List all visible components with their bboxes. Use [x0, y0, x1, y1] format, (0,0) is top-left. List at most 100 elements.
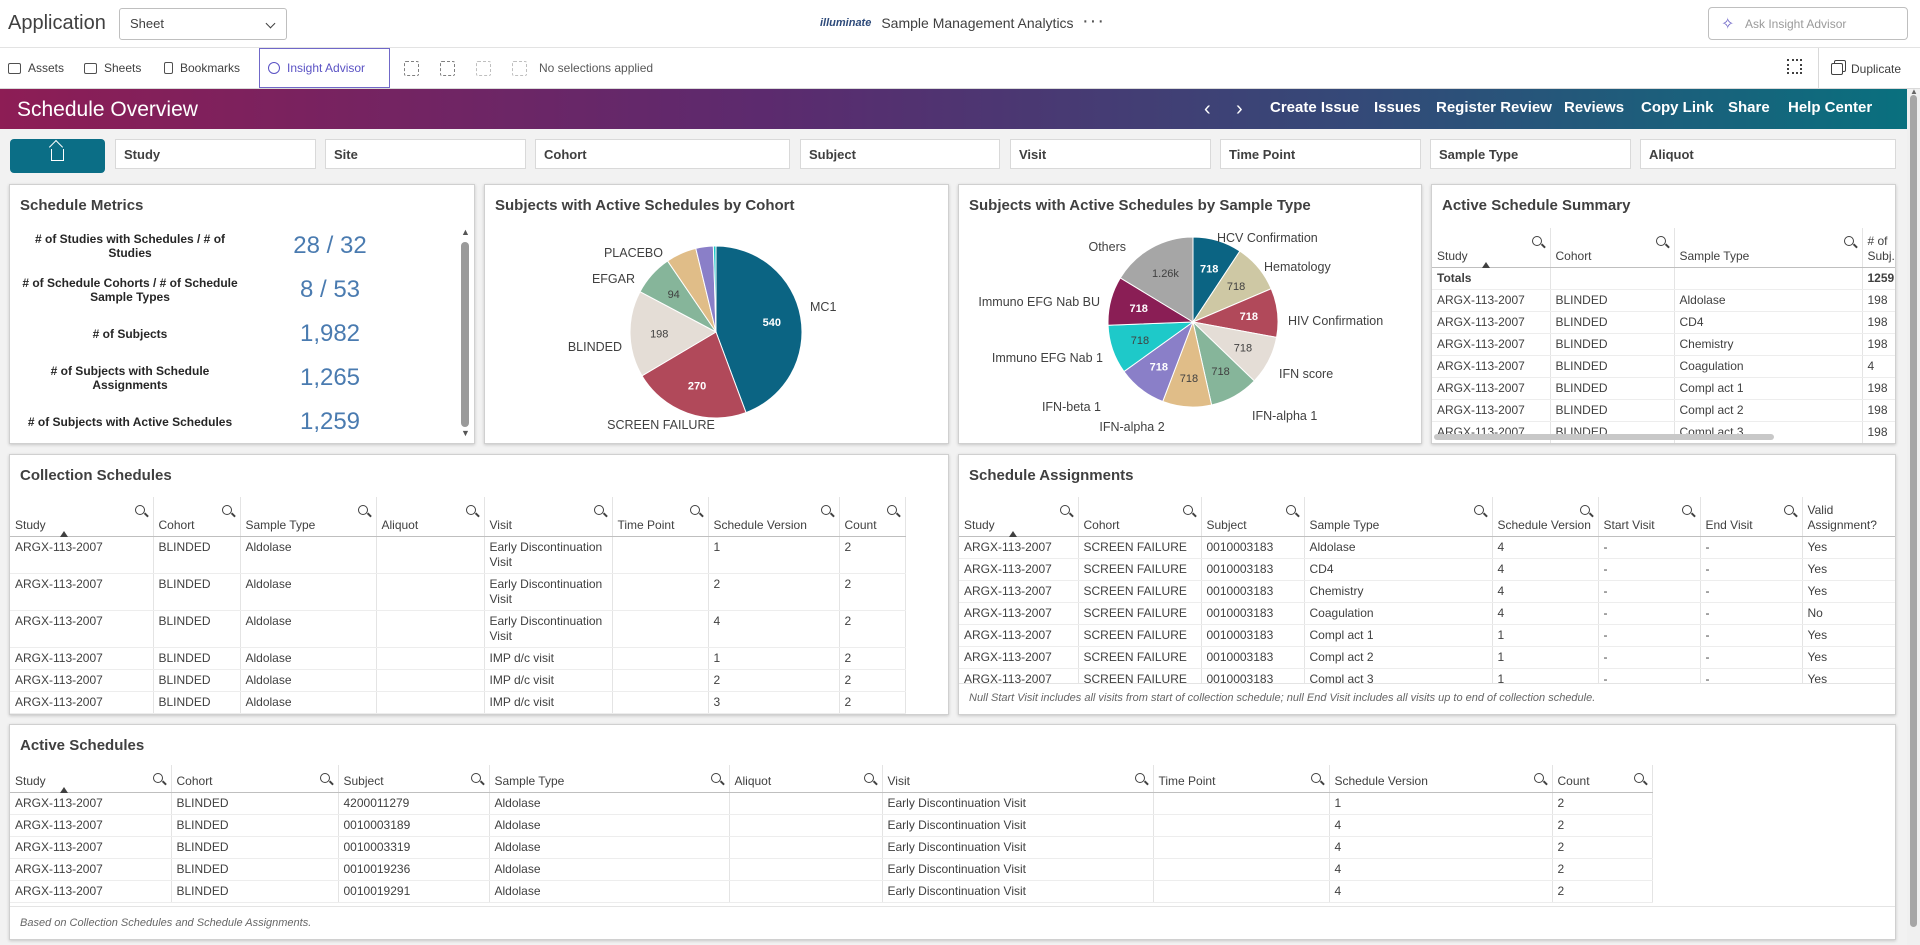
search-icon[interactable]	[820, 505, 831, 515]
column-header-count[interactable]: Count	[1552, 765, 1653, 793]
column-header-sample-type[interactable]: Sample Type	[489, 765, 730, 793]
chevron-right-icon[interactable]: ›	[1236, 98, 1243, 120]
scroll-up-icon[interactable]: ▲	[461, 227, 470, 237]
column-header-visit[interactable]: Visit	[484, 497, 613, 537]
search-icon[interactable]	[1633, 773, 1644, 783]
pie-slice-blinded[interactable]	[629, 291, 718, 377]
search-icon[interactable]	[710, 773, 721, 783]
filter-cohort[interactable]: Cohort	[535, 139, 790, 169]
table-row[interactable]: ARGX-113-2007 BLINDED Coagulation 4	[1432, 355, 1895, 378]
search-icon[interactable]	[357, 505, 368, 515]
search-icon[interactable]	[1285, 505, 1296, 515]
table-row[interactable]: ARGX-113-2007 BLINDED Compl act 2 198	[1432, 399, 1895, 422]
table-row[interactable]: ARGX-113-2007 BLINDED 0010003319 Aldolase Ea…	[10, 836, 1653, 859]
more-options-icon[interactable]: ···	[1082, 10, 1105, 32]
search-icon[interactable]	[1310, 773, 1321, 783]
table-row[interactable]: ARGX-113-2007 BLINDED Compl act 1 198	[1432, 377, 1895, 400]
table-row[interactable]: ARGX-113-2007 BLINDED Aldolase 198	[1432, 289, 1895, 312]
duplicate-button[interactable]: Duplicate	[1818, 48, 1920, 89]
filter-visit[interactable]: Visit	[1010, 139, 1211, 169]
filter-site[interactable]: Site	[325, 139, 526, 169]
column-header-sample-type[interactable]: Sample Type	[1674, 228, 1863, 268]
table-row[interactable]: ARGX-113-2007 SCREEN FAILURE 0010003183 Com…	[959, 646, 1895, 669]
column-header-schedule-version[interactable]: Schedule Version	[1492, 497, 1599, 537]
column-header-study[interactable]: Study	[10, 765, 172, 793]
column-header-study[interactable]: Study	[1432, 228, 1551, 268]
filter-study[interactable]: Study	[115, 139, 316, 169]
column-header-study[interactable]: Study	[959, 497, 1079, 537]
search-icon[interactable]	[886, 505, 897, 515]
home-button[interactable]	[10, 139, 105, 173]
column-header-time-point[interactable]: Time Point	[612, 497, 709, 537]
filter-time-point[interactable]: Time Point	[1220, 139, 1421, 169]
search-icon[interactable]	[1473, 505, 1484, 515]
grid-icon[interactable]	[1787, 59, 1802, 74]
reviews-link[interactable]: Reviews	[1564, 99, 1625, 116]
column-header-count[interactable]: Count	[839, 497, 906, 537]
column-header-sample-type[interactable]: Sample Type	[1304, 497, 1493, 537]
ask-insight-advisor-input[interactable]: ✧ Ask Insight Advisor	[1708, 7, 1908, 40]
filter-sample-type[interactable]: Sample Type	[1430, 139, 1631, 169]
column-header-valid-assignment[interactable]: Valid Assignment?	[1802, 497, 1895, 537]
cohort-pie-chart[interactable]: 540 MC1 270 SCREEN FAILURE 198 BLINDED 94 EFGAR…	[485, 185, 949, 444]
search-icon[interactable]	[593, 505, 604, 515]
lasso-select-icon[interactable]	[440, 61, 455, 76]
table-row[interactable]: ARGX-113-2007 BLINDED Aldolase IMP d/c visi…	[10, 647, 906, 670]
metrics-scrollbar[interactable]	[461, 242, 469, 427]
sheet-select[interactable]: Sheet	[119, 8, 287, 40]
assets-button[interactable]: Assets	[0, 48, 72, 88]
search-icon[interactable]	[465, 505, 476, 515]
register-review-link[interactable]: Register Review	[1436, 99, 1552, 116]
column-header-cohort[interactable]: Cohort	[1550, 228, 1675, 268]
table-row[interactable]: ARGX-113-2007 BLINDED 0010019291 Aldolase Ea…	[10, 880, 1653, 903]
pie-slice-slice-6[interactable]	[712, 245, 717, 333]
sort-ascending-icon[interactable]	[60, 530, 68, 537]
column-header-aliquot[interactable]: Aliquot	[376, 497, 485, 537]
search-icon[interactable]	[1134, 773, 1145, 783]
table-row[interactable]: ARGX-113-2007 BLINDED Aldolase IMP d/c visi…	[10, 691, 906, 714]
search-icon[interactable]	[1182, 505, 1193, 515]
table-row[interactable]: ARGX-113-2007 BLINDED 4200011279 Aldolase Ea…	[10, 792, 1653, 815]
column-header-study[interactable]: Study	[10, 497, 154, 537]
filter-subject[interactable]: Subject	[800, 139, 1000, 169]
scroll-down-icon[interactable]: ▼	[461, 428, 470, 438]
column-header-cohort[interactable]: Cohort	[171, 765, 339, 793]
pie-slice-others[interactable]	[1119, 236, 1194, 323]
column-header-visit[interactable]: Visit	[882, 765, 1154, 793]
table-row[interactable]: ARGX-113-2007 BLINDED Chemistry 198	[1432, 333, 1895, 356]
chevron-left-icon[interactable]: ‹	[1204, 98, 1211, 120]
search-icon[interactable]	[689, 505, 700, 515]
search-icon[interactable]	[1843, 236, 1854, 246]
table-row[interactable]: ARGX-113-2007 SCREEN FAILURE 0010003183 Coa…	[959, 602, 1895, 625]
issues-link[interactable]: Issues	[1374, 99, 1421, 116]
table-row[interactable]: ARGX-113-2007 SCREEN FAILURE 0010003183 Ald…	[959, 536, 1895, 559]
search-icon[interactable]	[319, 773, 330, 783]
table-row[interactable]: ARGX-113-2007 BLINDED Aldolase IMP d/c visi…	[10, 669, 906, 692]
search-icon[interactable]	[152, 773, 163, 783]
search-icon[interactable]	[1059, 505, 1070, 515]
search-icon[interactable]	[470, 773, 481, 783]
column-header-schedule-version[interactable]: Schedule Version	[1329, 765, 1553, 793]
table-row[interactable]: ARGX-113-2007 BLINDED Aldolase Early Discon…	[10, 536, 906, 574]
bookmarks-button[interactable]: Bookmarks	[156, 48, 248, 88]
scroll-up-icon[interactable]: ▲	[1910, 87, 1918, 96]
column-header-of-subj[interactable]: # of Subj.	[1862, 228, 1895, 268]
search-icon[interactable]	[221, 505, 232, 515]
search-icon[interactable]	[1681, 505, 1692, 515]
table-row[interactable]: ARGX-113-2007 BLINDED 0010019236 Aldolase Ea…	[10, 858, 1653, 881]
table-row[interactable]: ARGX-113-2007 SCREEN FAILURE 0010003183 Che…	[959, 580, 1895, 603]
summary-h-scrollbar[interactable]	[1434, 434, 1774, 440]
column-header-schedule-version[interactable]: Schedule Version	[708, 497, 840, 537]
copy-link-link[interactable]: Copy Link	[1641, 99, 1714, 116]
search-icon[interactable]	[1533, 773, 1544, 783]
sheets-button[interactable]: Sheets	[76, 48, 149, 88]
filter-aliquot[interactable]: Aliquot	[1640, 139, 1896, 169]
search-icon[interactable]	[1531, 236, 1542, 246]
table-row[interactable]: ARGX-113-2007 SCREEN FAILURE 0010003183 Com…	[959, 624, 1895, 647]
table-row[interactable]: ARGX-113-2007 BLINDED CD4 198	[1432, 311, 1895, 334]
sample-type-pie-chart[interactable]: 718 HCV Confirmation 718 Hematology 718 HIV C…	[959, 185, 1422, 444]
table-row[interactable]: ARGX-113-2007 BLINDED Aldolase Early Discon…	[10, 573, 906, 611]
share-link[interactable]: Share	[1728, 99, 1770, 116]
pie-slice-screen-failure[interactable]	[641, 331, 747, 419]
column-header-end-visit[interactable]: End Visit	[1700, 497, 1803, 537]
